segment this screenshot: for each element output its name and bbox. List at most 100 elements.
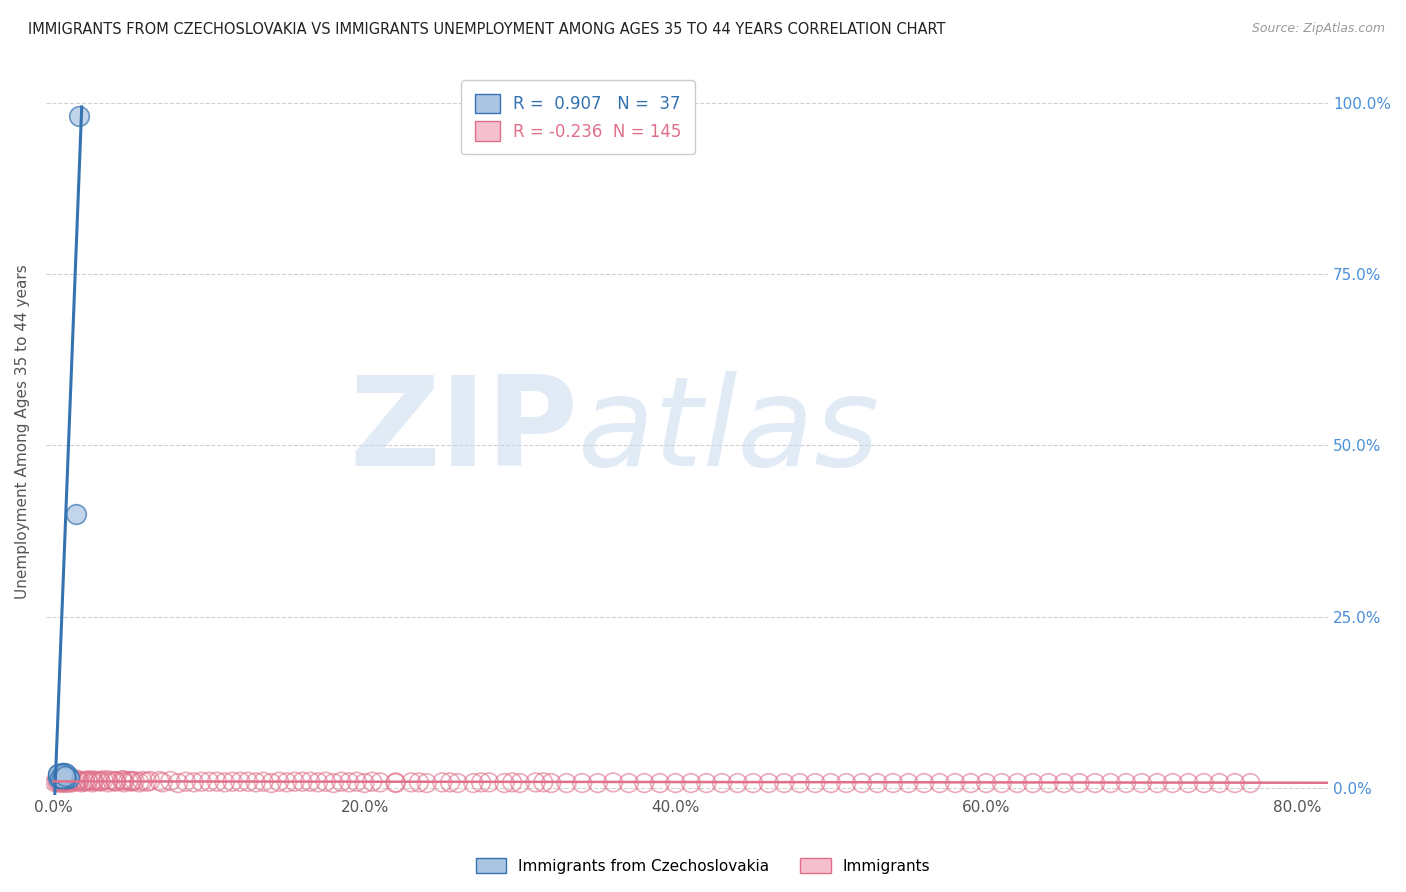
- Point: [633, 776, 655, 790]
- Point: [131, 774, 153, 789]
- Point: [82, 773, 104, 788]
- Point: [49, 774, 72, 789]
- Point: [835, 776, 858, 790]
- Point: [190, 774, 212, 789]
- Point: [711, 776, 734, 790]
- Point: [276, 775, 298, 789]
- Point: [51, 772, 73, 787]
- Point: [322, 776, 344, 790]
- Point: [152, 775, 174, 789]
- Point: [912, 776, 935, 790]
- Text: ZIP: ZIP: [349, 371, 578, 492]
- Point: [55, 771, 77, 785]
- Point: [67, 774, 90, 789]
- Point: [1007, 776, 1029, 790]
- Point: [447, 776, 470, 790]
- Point: [299, 774, 322, 789]
- Legend: Immigrants from Czechoslovakia, Immigrants: Immigrants from Czechoslovakia, Immigran…: [470, 852, 936, 880]
- Point: [48, 771, 70, 785]
- Point: [990, 776, 1012, 790]
- Point: [51, 765, 73, 780]
- Point: [586, 776, 609, 790]
- Point: [48, 767, 70, 781]
- Point: [284, 774, 307, 789]
- Point: [66, 772, 89, 787]
- Point: [56, 768, 79, 782]
- Point: [51, 768, 73, 782]
- Point: [470, 775, 492, 789]
- Point: [463, 776, 485, 790]
- Point: [330, 774, 353, 789]
- Point: [49, 768, 72, 782]
- Point: [60, 775, 83, 789]
- Point: [49, 771, 72, 785]
- Point: [399, 775, 422, 789]
- Point: [245, 775, 267, 789]
- Point: [53, 768, 76, 782]
- Point: [555, 776, 578, 790]
- Point: [1192, 776, 1215, 790]
- Point: [73, 774, 96, 789]
- Point: [494, 776, 516, 790]
- Point: [307, 775, 329, 789]
- Point: [53, 775, 76, 789]
- Point: [959, 776, 981, 790]
- Point: [97, 773, 120, 788]
- Point: [221, 774, 243, 789]
- Point: [439, 775, 461, 789]
- Point: [83, 774, 105, 789]
- Point: [55, 771, 77, 785]
- Point: [104, 774, 127, 789]
- Point: [82, 775, 104, 789]
- Point: [478, 775, 501, 789]
- Point: [53, 768, 76, 782]
- Point: [974, 776, 997, 790]
- Point: [1146, 776, 1168, 790]
- Point: [291, 774, 314, 789]
- Point: [353, 776, 375, 790]
- Point: [236, 774, 259, 789]
- Point: [56, 776, 79, 790]
- Point: [139, 774, 162, 789]
- Point: [55, 772, 77, 786]
- Point: [851, 776, 873, 790]
- Point: [89, 774, 111, 789]
- Point: [136, 774, 159, 789]
- Point: [159, 774, 181, 789]
- Point: [53, 771, 76, 785]
- Point: [70, 775, 93, 789]
- Point: [51, 767, 73, 781]
- Point: [65, 774, 87, 789]
- Point: [77, 773, 100, 788]
- Point: [112, 775, 135, 789]
- Point: [174, 774, 197, 789]
- Point: [361, 774, 384, 789]
- Point: [77, 774, 100, 789]
- Point: [820, 776, 842, 790]
- Point: [51, 776, 73, 790]
- Point: [773, 776, 796, 790]
- Point: [52, 774, 75, 789]
- Point: [65, 507, 87, 521]
- Point: [52, 772, 75, 787]
- Point: [55, 767, 77, 781]
- Point: [148, 774, 170, 789]
- Point: [540, 776, 562, 790]
- Point: [120, 774, 142, 789]
- Point: [97, 775, 120, 789]
- Point: [104, 774, 127, 789]
- Point: [866, 776, 889, 790]
- Point: [260, 776, 283, 790]
- Point: [742, 776, 765, 790]
- Point: [346, 774, 368, 789]
- Point: [48, 775, 70, 789]
- Point: [1115, 776, 1137, 790]
- Point: [1022, 776, 1045, 790]
- Point: [882, 776, 904, 790]
- Text: atlas: atlas: [578, 371, 880, 492]
- Point: [198, 774, 221, 789]
- Point: [167, 776, 190, 790]
- Point: [524, 775, 547, 789]
- Point: [51, 768, 73, 782]
- Point: [45, 774, 67, 789]
